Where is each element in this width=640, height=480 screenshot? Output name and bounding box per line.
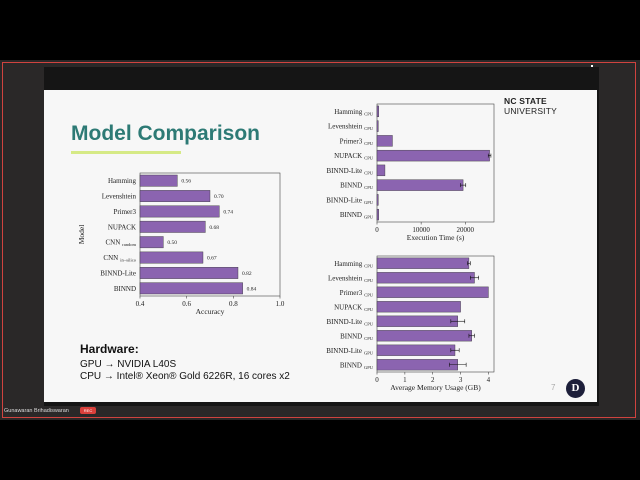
bar-2 xyxy=(376,135,393,147)
bar-6 xyxy=(376,194,379,206)
x-axis-label: Accuracy xyxy=(196,307,225,316)
x-tick-label-4: 4 xyxy=(487,376,491,384)
bar-5 xyxy=(376,330,472,342)
x-tick-label-0: 0 xyxy=(375,226,379,234)
value-label-0: 0.56 xyxy=(181,179,191,185)
accuracy-chart: Hamming 0.56 Levenshtein 0.70 Primer3 0.74 NUP… xyxy=(77,172,285,316)
category-label-2: Primer3 CPU xyxy=(340,289,374,298)
memory-usage-chart: Hamming CPU Levenshtein CPU Primer3 CPU NUPACK… xyxy=(326,255,495,392)
plot-frame xyxy=(139,172,281,297)
plot-frame xyxy=(376,103,495,223)
execution-time-chart: Hamming CPU Levenshtein CPU Primer3 CPU NUPACK… xyxy=(326,103,495,242)
bar-4 xyxy=(139,236,164,249)
bar-3 xyxy=(139,220,206,233)
bar-7 xyxy=(376,359,458,371)
bar-0 xyxy=(376,105,379,118)
value-label-4: 0.50 xyxy=(167,240,177,246)
bar-2 xyxy=(139,205,220,218)
presentation-slide: NC STATE UNIVERSITY Model Comparison Ham… xyxy=(44,90,597,402)
category-label-0: Hamming CPU xyxy=(334,260,374,269)
slide-title: Model Comparison xyxy=(71,122,261,145)
category-label-2: Primer3 CPU xyxy=(340,137,374,146)
bar-6 xyxy=(139,267,239,279)
category-label-4: BINND-Lite CPU xyxy=(326,167,373,176)
category-label-3: NUPACK CPU xyxy=(334,152,374,161)
x-tick-label-0: 0 xyxy=(375,376,379,384)
bar-4 xyxy=(376,315,458,327)
category-label-5: BINND CPU xyxy=(340,332,374,341)
value-label-7: 0.84 xyxy=(247,286,257,292)
title-underline xyxy=(71,151,181,154)
page-number: 7 xyxy=(551,383,556,392)
category-label-2: Primer3 xyxy=(113,208,136,216)
bar-1 xyxy=(376,272,475,284)
category-label-4: BINND-Lite CPU xyxy=(326,318,373,327)
lab-logo: D xyxy=(566,379,585,398)
x-tick-label-2: 20000 xyxy=(457,226,475,234)
bar-6 xyxy=(376,344,456,356)
bar-1 xyxy=(139,190,211,202)
hardware-gpu: GPU → NVIDIA L40S xyxy=(80,359,177,370)
hardware-section: Hardware: GPU → NVIDIA L40S CPU → Intel®… xyxy=(80,342,290,383)
x-tick-label-0: 0.4 xyxy=(136,300,145,308)
category-label-7: BINND GPU xyxy=(340,361,374,370)
y-axis-label: Model xyxy=(77,225,86,245)
value-label-6: 0.82 xyxy=(242,271,252,277)
category-label-1: Levenshtein CPU xyxy=(328,274,374,283)
university-name-rest: UNIVERSITY xyxy=(504,106,558,116)
recording-badge: REC xyxy=(80,407,96,414)
plot-frame xyxy=(376,255,495,373)
value-label-1: 0.70 xyxy=(214,194,224,200)
category-label-5: CNN in−silico xyxy=(103,254,136,263)
x-tick-label-1: 10000 xyxy=(412,226,430,234)
x-axis-label: Average Memory Usage (GB) xyxy=(390,383,481,392)
category-label-3: NUPACK xyxy=(108,223,136,231)
category-label-4: CNN random xyxy=(105,239,136,248)
hardware-heading: Hardware: xyxy=(80,342,139,356)
category-label-3: NUPACK CPU xyxy=(334,303,374,312)
bar-5 xyxy=(376,179,464,191)
category-label-0: Hamming xyxy=(108,177,136,185)
category-label-1: Levenshtein xyxy=(102,193,137,201)
bar-0 xyxy=(139,174,178,187)
bar-4 xyxy=(376,164,386,177)
category-label-7: BINND xyxy=(114,285,136,293)
panel-indicator-dot xyxy=(591,65,593,67)
bar-7 xyxy=(139,282,243,295)
category-label-0: Hamming CPU xyxy=(334,108,374,117)
x-axis-label: Execution Time (s) xyxy=(407,233,465,242)
value-label-2: 0.74 xyxy=(223,209,233,215)
hardware-cpu: CPU → Intel® Xeon® Gold 6226R, 16 cores … xyxy=(80,371,290,382)
value-label-3: 0.68 xyxy=(209,225,219,231)
x-tick-label-1: 0.6 xyxy=(182,300,191,308)
x-tick-label-3: 3 xyxy=(459,376,463,384)
bar-5 xyxy=(139,251,204,264)
bar-1 xyxy=(376,120,379,132)
category-label-7: BINND GPU xyxy=(340,211,374,220)
category-label-6: BINND-Lite GPU xyxy=(326,347,374,356)
x-tick-label-3: 1.0 xyxy=(276,300,285,308)
category-label-6: BINND-Lite GPU xyxy=(326,196,374,205)
university-wordmark: NC STATE UNIVERSITY xyxy=(504,96,597,116)
category-label-5: BINND CPU xyxy=(340,182,374,191)
bar-3 xyxy=(376,149,490,162)
x-tick-label-2: 2 xyxy=(431,376,435,384)
value-label-5: 0.67 xyxy=(207,256,217,262)
university-name-bold: NC STATE xyxy=(504,96,547,106)
bar-2 xyxy=(376,286,489,298)
bar-3 xyxy=(376,301,461,313)
bar-7 xyxy=(376,208,379,221)
x-tick-label-1: 1 xyxy=(403,376,407,384)
category-label-1: Levenshtein CPU xyxy=(328,123,374,132)
bar-0 xyxy=(376,257,470,269)
x-tick-label-2: 0.8 xyxy=(229,300,238,308)
category-label-6: BINND-Lite xyxy=(100,269,136,277)
presenter-name: Gunawaran Brihadiswaran xyxy=(4,408,69,414)
